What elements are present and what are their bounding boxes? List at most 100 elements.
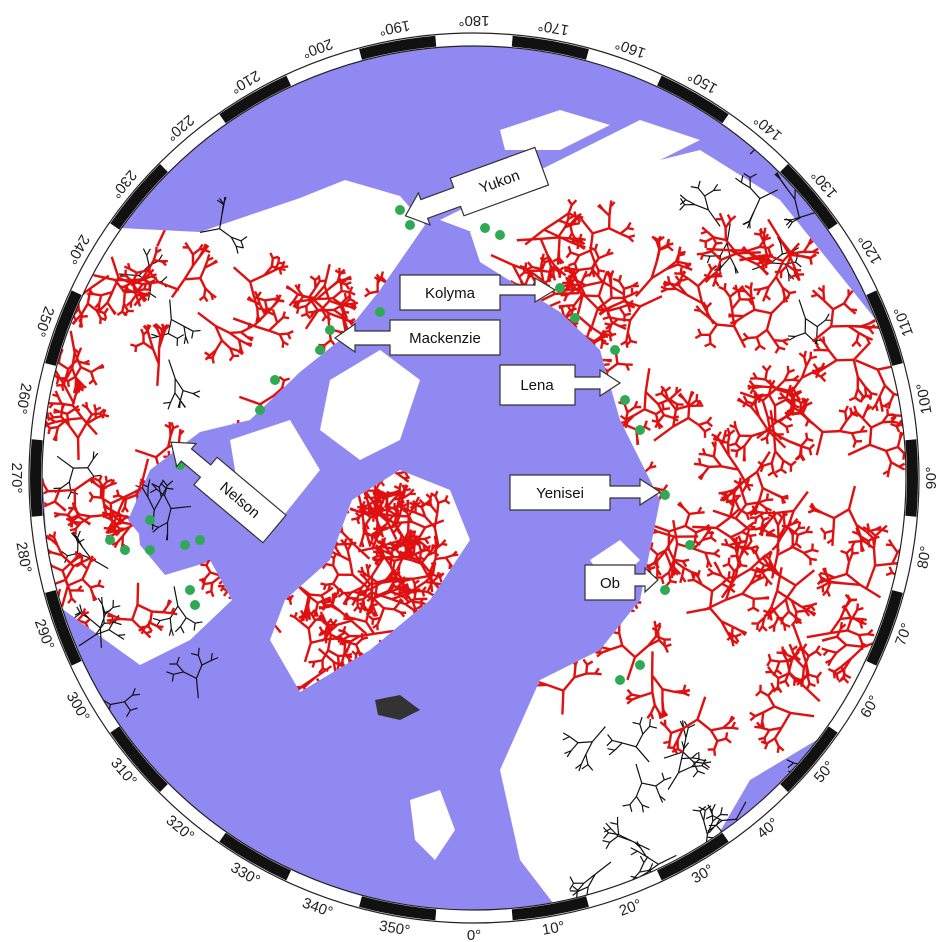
river-line <box>769 613 773 621</box>
river-line <box>775 276 784 289</box>
river-line <box>782 517 787 528</box>
river-line <box>397 564 401 571</box>
river-line <box>151 610 164 614</box>
river-line <box>362 490 369 502</box>
river-line <box>407 531 418 541</box>
river-line <box>567 204 573 214</box>
river-line <box>314 275 321 281</box>
river-line <box>687 405 691 419</box>
river-line-other <box>692 770 699 778</box>
river-line <box>890 461 900 468</box>
river-line-other <box>758 909 771 910</box>
river-line <box>136 300 142 307</box>
river-line-other <box>578 886 589 892</box>
river-line <box>162 604 169 613</box>
river-line-other <box>197 655 203 666</box>
river-line-other <box>735 801 747 820</box>
river-line-other <box>904 267 906 273</box>
river-line <box>845 552 851 563</box>
river-line <box>664 643 672 648</box>
river-line <box>902 585 906 603</box>
river-line <box>415 511 426 518</box>
river-line <box>317 308 334 312</box>
river-line-other <box>97 597 103 605</box>
river-line-other <box>163 495 172 509</box>
river-line-other <box>216 199 224 205</box>
river-line <box>378 500 385 507</box>
river-line <box>149 611 154 623</box>
river-line-other <box>57 258 65 265</box>
river-line-other <box>703 761 712 764</box>
river-line <box>660 392 670 401</box>
river-line <box>125 493 138 501</box>
river-line <box>901 349 906 358</box>
river-line-other <box>782 876 803 881</box>
river-line-other <box>192 390 201 395</box>
river-line <box>113 541 119 549</box>
river-line <box>385 507 389 522</box>
river-line <box>850 432 857 442</box>
river-line-other <box>585 754 589 765</box>
river-line <box>374 544 381 551</box>
river-line <box>155 446 169 459</box>
river-line <box>390 522 396 529</box>
river-line-other <box>640 847 647 857</box>
river-line <box>860 617 867 621</box>
river-line-other <box>634 842 641 849</box>
river-line <box>319 279 326 283</box>
river-line-other <box>170 392 176 403</box>
river-line-other <box>787 762 794 769</box>
river-line <box>390 578 396 587</box>
river-line <box>851 530 859 536</box>
river-line-other <box>785 131 794 134</box>
river-line-other <box>862 199 871 207</box>
river-line-other <box>163 485 168 496</box>
river-line-other <box>863 852 870 860</box>
river-line <box>791 250 804 255</box>
river-line <box>397 598 403 604</box>
river-line <box>87 302 98 312</box>
river-line <box>774 468 782 474</box>
river-line <box>403 557 412 562</box>
river-line <box>626 332 632 342</box>
river-line <box>52 393 59 398</box>
river-line <box>852 359 859 377</box>
river-line <box>677 263 687 269</box>
river-line-other <box>635 746 650 763</box>
river-line <box>424 515 436 529</box>
river-line <box>383 607 395 611</box>
river-line <box>320 600 326 607</box>
river-line <box>49 583 56 592</box>
river-line <box>706 421 713 428</box>
river-line <box>887 402 892 409</box>
river-line <box>116 310 123 317</box>
river-line <box>412 545 416 554</box>
river-line <box>264 297 274 302</box>
river-line <box>395 527 401 534</box>
river-line <box>675 287 688 296</box>
river-line <box>380 271 385 278</box>
river-line <box>416 526 427 541</box>
river-line <box>700 230 708 235</box>
river-line <box>150 273 158 278</box>
river-line-other <box>849 188 856 198</box>
river-line-other <box>859 807 865 814</box>
river-line <box>74 366 82 378</box>
river-line <box>784 584 797 601</box>
river-line <box>276 316 285 324</box>
river-line-other <box>901 239 906 246</box>
river-line-other <box>823 138 837 147</box>
river-line <box>307 628 313 643</box>
river-line <box>636 438 640 445</box>
river-line <box>42 554 48 561</box>
river-line <box>433 527 440 548</box>
river-line-other <box>602 826 609 834</box>
river-line-other <box>792 216 802 223</box>
river-line <box>374 491 381 496</box>
river-line-other <box>694 204 709 211</box>
river-line <box>197 311 217 327</box>
river-line <box>349 290 356 296</box>
river-line <box>354 511 361 518</box>
river-line-other <box>760 928 761 935</box>
river-line <box>754 690 762 697</box>
